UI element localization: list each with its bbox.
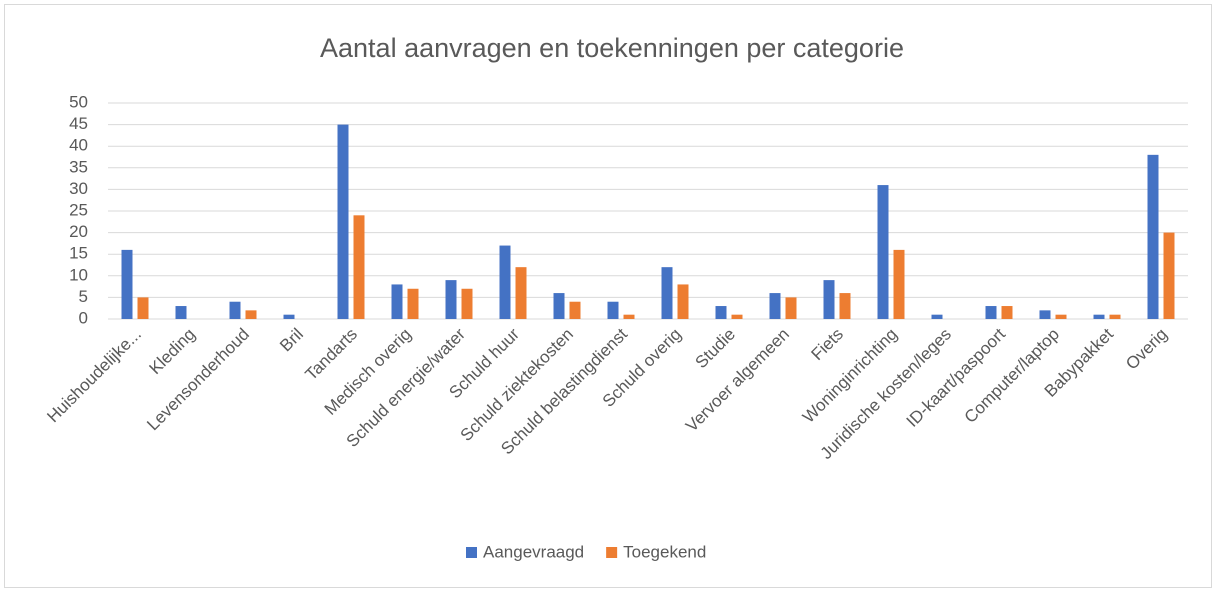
legend-swatch [466,547,477,558]
bar [391,284,403,319]
bar [1039,310,1051,319]
y-tick-label: 20 [69,222,88,241]
bar [823,280,835,319]
y-tick-label: 10 [69,265,88,284]
bar [731,314,743,319]
bar [877,185,889,319]
bar [893,249,905,319]
chart-title: Aantal aanvragen en toekenningen per cat… [320,33,904,63]
bar [785,297,797,319]
bar [715,306,727,319]
bar [175,306,187,319]
bar [137,297,149,319]
y-tick-label: 5 [79,287,88,306]
bar [769,293,781,319]
bar [839,293,851,319]
bar [569,301,581,319]
y-tick-label: 0 [79,308,88,327]
bar [1055,314,1067,319]
bar [677,284,689,319]
bar [445,280,457,319]
y-tick-label: 15 [69,244,88,263]
bar [607,301,619,319]
bar [229,301,241,319]
bar [553,293,565,319]
y-tick-label: 25 [69,200,88,219]
y-tick-label: 50 [69,92,88,111]
bar [337,124,349,319]
bar [1093,314,1105,319]
bar [1147,154,1159,319]
bar [1163,232,1175,319]
bar [661,267,673,319]
y-tick-label: 45 [69,114,88,133]
bar [353,215,365,319]
bar [499,245,511,319]
bar [245,310,257,319]
chart-border [4,4,1212,588]
bar [1001,306,1013,319]
y-tick-label: 30 [69,179,88,198]
bar [121,249,133,319]
y-tick-label: 35 [69,157,88,176]
bar [283,314,295,319]
legend-label: Toegekend [623,542,706,561]
y-tick-label: 40 [69,136,88,155]
bar [515,267,527,319]
bar [407,288,419,319]
legend-swatch [606,547,618,558]
legend-label: Aangevraagd [483,542,584,561]
bar [985,306,997,319]
bar [931,314,943,319]
bar [623,314,635,319]
bar [1109,314,1121,319]
bar [461,288,473,319]
